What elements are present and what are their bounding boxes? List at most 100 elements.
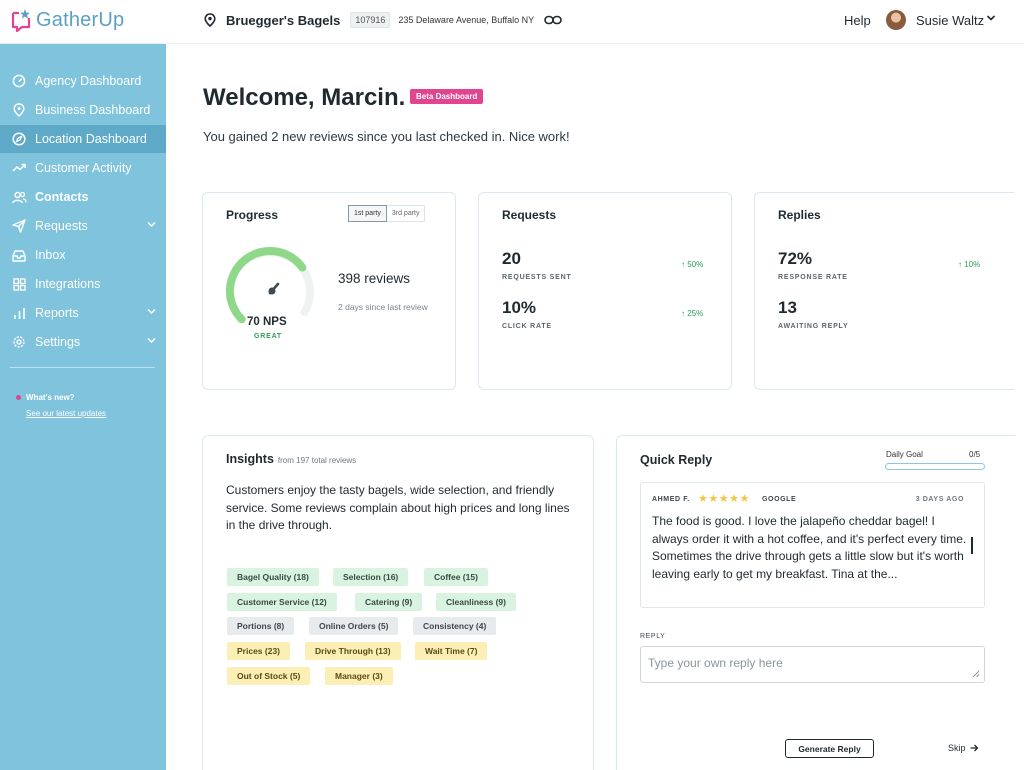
click-rate-value: 10% (502, 298, 537, 317)
sidebar-item-label: Contacts (35, 190, 89, 204)
sidebar-item-label: Business Dashboard (35, 103, 151, 117)
response-rate-trend: ↑ 10% (958, 260, 981, 269)
gauge-fill (225, 247, 307, 324)
daily-goal-label: Daily Goal (886, 450, 923, 459)
sidebar-item-business-dashboard[interactable]: Business Dashboard (0, 96, 166, 124)
trend-icon (11, 160, 27, 176)
sidebar-item-settings[interactable]: Settings (0, 328, 166, 356)
review-scrollbar[interactable] (971, 537, 973, 554)
sidebar-item-label: Location Dashboard (35, 132, 147, 146)
generate-reply-button[interactable]: Generate Reply (785, 739, 874, 758)
sidebar-item-inbox[interactable]: Inbox (0, 241, 166, 269)
notification-dot (16, 395, 21, 400)
requests-title: Requests (502, 208, 557, 222)
tag-customer-service[interactable]: Customer Service (12) (227, 593, 337, 611)
location-address: 235 Delaware Avenue, Buffalo NY (398, 15, 535, 25)
sidebar-item-label: Reports (35, 306, 79, 320)
gear-icon (11, 334, 27, 350)
replies-title: Replies (778, 208, 821, 222)
page-title: Welcome, Marcin. (203, 84, 406, 111)
trend-value: 10% (964, 260, 981, 269)
quick-reply-title: Quick Reply (640, 453, 713, 467)
sidebar-item-label: Inbox (35, 248, 66, 262)
tag-cleanliness[interactable]: Cleanliness (9) (436, 593, 516, 611)
pin-icon (11, 102, 27, 118)
click-rate-trend: ↑ 25% (681, 309, 704, 318)
insights-heading: Insights from 197 total reviews (226, 452, 356, 466)
toggle-third-party[interactable]: 3rd party (386, 205, 426, 222)
reply-label: REPLY (640, 633, 666, 640)
daily-goal-count: 0/5 (969, 450, 981, 459)
skip-button[interactable]: Skip (948, 743, 979, 753)
app-name: GatherUp (36, 8, 125, 31)
trend-value: 50% (687, 260, 704, 269)
tag-out-of-stock[interactable]: Out of Stock (5) (227, 667, 311, 685)
tag-wait-time[interactable]: Wait Time (7) (415, 642, 488, 660)
whats-new-label: What's new? (26, 393, 75, 402)
nps-gauge (225, 247, 314, 324)
progress-title: Progress (226, 208, 279, 222)
welcome-message: You gained 2 new reviews since you last … (203, 129, 570, 144)
click-rate-label: CLICK RATE (502, 323, 552, 330)
sidebar-item-agency-dashboard[interactable]: Agency Dashboard (0, 67, 166, 95)
review-age: 3 DAYS AGO (915, 496, 964, 503)
top-bar: GatherUp Bruegger's Bagels 107916 235 De… (0, 0, 1024, 44)
tag-prices[interactable]: Prices (23) (227, 642, 290, 660)
requests-card: Requests 20 REQUESTS SENT ↑ 50% 10% CLIC… (478, 192, 732, 390)
toggle-first-party[interactable]: 1st party (348, 205, 387, 222)
resize-handle-icon[interactable] (971, 669, 980, 678)
sidebar-item-label: Agency Dashboard (35, 74, 142, 88)
days-since-review: 2 days since last review (338, 302, 428, 312)
sidebar-item-label: Customer Activity (35, 161, 132, 175)
gauge-needle-icon (268, 282, 280, 295)
avatar[interactable] (886, 10, 906, 30)
tag-selection[interactable]: Selection (16) (333, 568, 409, 586)
chevron-down-icon[interactable] (147, 337, 156, 344)
sidebar-item-label: Settings (35, 335, 81, 349)
tag-drive-through[interactable]: Drive Through (13) (305, 642, 401, 660)
chevron-down-icon[interactable] (147, 308, 156, 315)
location-id-badge: 107916 (350, 12, 391, 28)
location-name: Bruegger's Bagels (226, 12, 341, 28)
chevron-down-icon[interactable] (147, 221, 156, 228)
star-rating-icon: ★★★★★ (698, 493, 750, 505)
sidebar-item-label: Integrations (35, 277, 101, 291)
awaiting-reply-label: AWAITING REPLY (778, 323, 849, 330)
user-menu-name[interactable]: Susie Waltz (916, 13, 985, 28)
sidebar-item-contacts[interactable]: Contacts (0, 183, 166, 211)
gauge-icon (11, 73, 27, 89)
requests-sent-value: 20 (502, 249, 521, 268)
reply-input[interactable] (641, 647, 984, 682)
chevron-down-icon[interactable] (986, 14, 996, 22)
app-logo[interactable]: GatherUp (10, 8, 124, 32)
quick-reply-card (616, 435, 1016, 770)
trend-value: 25% (687, 309, 704, 318)
tag-consistency[interactable]: Consistency (4) (413, 617, 497, 635)
replies-card: Replies 72% RESPONSE RATE ↑ 10% 13 AWAIT… (754, 192, 1014, 390)
tag-bagel-quality[interactable]: Bagel Quality (18) (227, 568, 319, 586)
link-icon[interactable] (544, 14, 562, 26)
tag-portions[interactable]: Portions (8) (227, 617, 295, 635)
users-icon (11, 189, 27, 205)
tag-online-orders[interactable]: Online Orders (5) (309, 617, 399, 635)
tag-catering[interactable]: Catering (9) (355, 593, 423, 611)
bars-icon (11, 305, 27, 321)
beta-badge: Beta Dashboard (410, 89, 484, 104)
sidebar-item-reports[interactable]: Reports (0, 299, 166, 327)
location-pin-icon (204, 13, 216, 27)
sidebar-item-integrations[interactable]: Integrations (0, 270, 166, 298)
insights-title: Insights (226, 452, 274, 466)
reply-input-wrapper (640, 646, 985, 683)
location-selector[interactable]: Bruegger's Bagels 107916 235 Delaware Av… (204, 12, 562, 28)
sidebar-item-customer-activity[interactable]: Customer Activity (0, 154, 166, 182)
tag-coffee[interactable]: Coffee (15) (424, 568, 488, 586)
review-source: GOOGLE (762, 496, 797, 503)
sidebar-item-location-dashboard[interactable]: Location Dashboard (0, 125, 166, 153)
insights-summary: Customers enjoy the tasty bagels, wide s… (226, 483, 570, 532)
latest-updates-link[interactable]: See our latest updates (26, 409, 107, 418)
sidebar-item-requests[interactable]: Requests (0, 212, 166, 240)
help-link[interactable]: Help (844, 13, 871, 28)
awaiting-reply-value: 13 (778, 298, 797, 317)
tag-manager[interactable]: Manager (3) (325, 667, 393, 685)
reviewer-name: AHMED F. (652, 496, 690, 503)
